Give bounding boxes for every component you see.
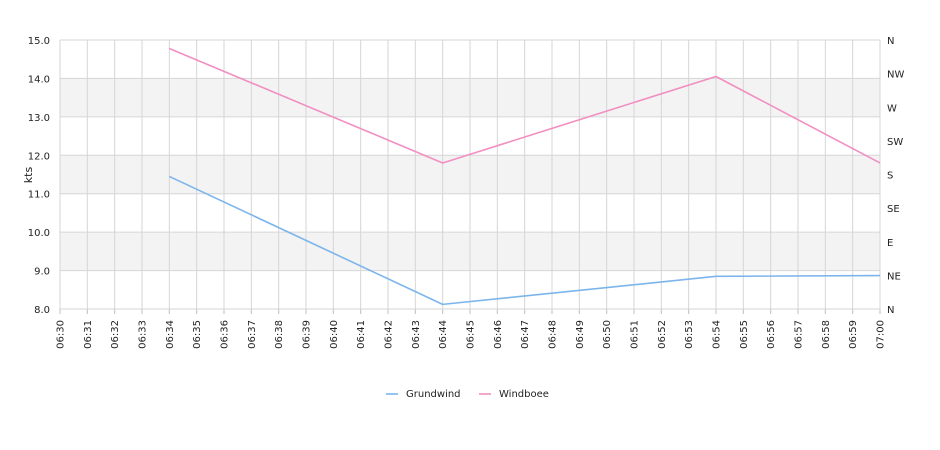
x-tick-label: 06:43 (411, 320, 422, 349)
x-tick-label: 06:45 (466, 320, 477, 349)
y-tick-label: 11.0 (28, 190, 50, 201)
x-tick-label: 06:35 (192, 320, 203, 349)
x-tick-label: 06:40 (329, 320, 340, 349)
x-tick-label: 06:56 (766, 320, 777, 349)
x-tick-label: 06:52 (657, 320, 668, 349)
x-tick-label: 06:31 (83, 320, 94, 349)
y-tick-label: 9.0 (34, 267, 50, 278)
y2-tick-label: NE (887, 271, 901, 282)
y2-tick-label: SE (887, 204, 900, 215)
y2-tick-label: W (887, 103, 897, 114)
x-tick-label: 07:00 (876, 320, 887, 349)
legend-item-grundwind[interactable]: Grundwind (386, 389, 461, 400)
x-tick-label: 06:34 (165, 320, 176, 349)
x-tick-label: 06:32 (110, 320, 121, 349)
x-tick-label: 06:46 (493, 320, 504, 349)
x-tick-label: 06:59 (848, 320, 859, 349)
x-tick-label: 06:36 (220, 320, 231, 349)
y2-tick-label: S (887, 171, 893, 182)
y-tick-label: 13.0 (28, 113, 50, 124)
series-line-windboee (169, 47, 881, 164)
x-tick-label: 06:55 (739, 320, 750, 349)
y2-tick-label: SW (887, 137, 903, 148)
x-axis-ticks: 06:30 06:31 06:32 06:33 06:34 06:35 06:36 06:37… (56, 320, 887, 349)
x-tick-label: 06:37 (247, 320, 258, 349)
x-tick-label: 06:57 (794, 320, 805, 349)
x-tick-label: 06:38 (274, 320, 285, 349)
x-tick-label: 06:58 (821, 320, 832, 349)
y-tick-label: 15.0 (28, 36, 50, 47)
y2-axis-ticks: N NE E SE S SW W NW N (887, 36, 904, 316)
legend[interactable]: Grundwind Windboee (386, 389, 549, 400)
legend-label: Grundwind (406, 389, 461, 400)
x-grid (59, 40, 881, 314)
legend-item-windboee[interactable]: Windboee (479, 389, 549, 400)
y-tick-label: 10.0 (28, 228, 50, 239)
y-grid (60, 39, 880, 310)
y-axis-title: kts (22, 167, 35, 184)
x-tick-label: 06:41 (356, 320, 367, 349)
y2-tick-label: NW (887, 70, 904, 81)
y-axis-ticks: 8.0 9.0 10.0 11.0 12.0 13.0 14.0 15.0 (28, 36, 50, 316)
x-tick-label: 06:51 (630, 320, 641, 349)
x-tick-label: 06:50 (602, 320, 613, 349)
x-tick-label: 06:54 (712, 320, 723, 349)
x-tick-label: 06:30 (56, 320, 67, 349)
x-tick-label: 06:42 (384, 320, 395, 349)
y-tick-label: 8.0 (34, 305, 50, 316)
x-tick-label: 06:39 (302, 320, 313, 349)
y-tick-label: 12.0 (28, 151, 50, 162)
legend-label: Windboee (499, 389, 549, 400)
y2-tick-label: N (887, 305, 894, 316)
x-tick-label: 06:53 (684, 320, 695, 349)
series-layer (168, 47, 881, 306)
y-tick-label: 14.0 (28, 74, 50, 85)
x-tick-label: 06:47 (520, 320, 531, 349)
x-tick-label: 06:33 (138, 320, 149, 349)
x-tick-label: 06:48 (548, 320, 559, 349)
x-tick-label: 06:44 (438, 320, 449, 349)
y2-tick-label: E (887, 238, 893, 249)
x-tick-label: 06:49 (575, 320, 586, 349)
series-line-grundwind (168, 175, 881, 306)
y2-tick-label: N (887, 36, 894, 47)
